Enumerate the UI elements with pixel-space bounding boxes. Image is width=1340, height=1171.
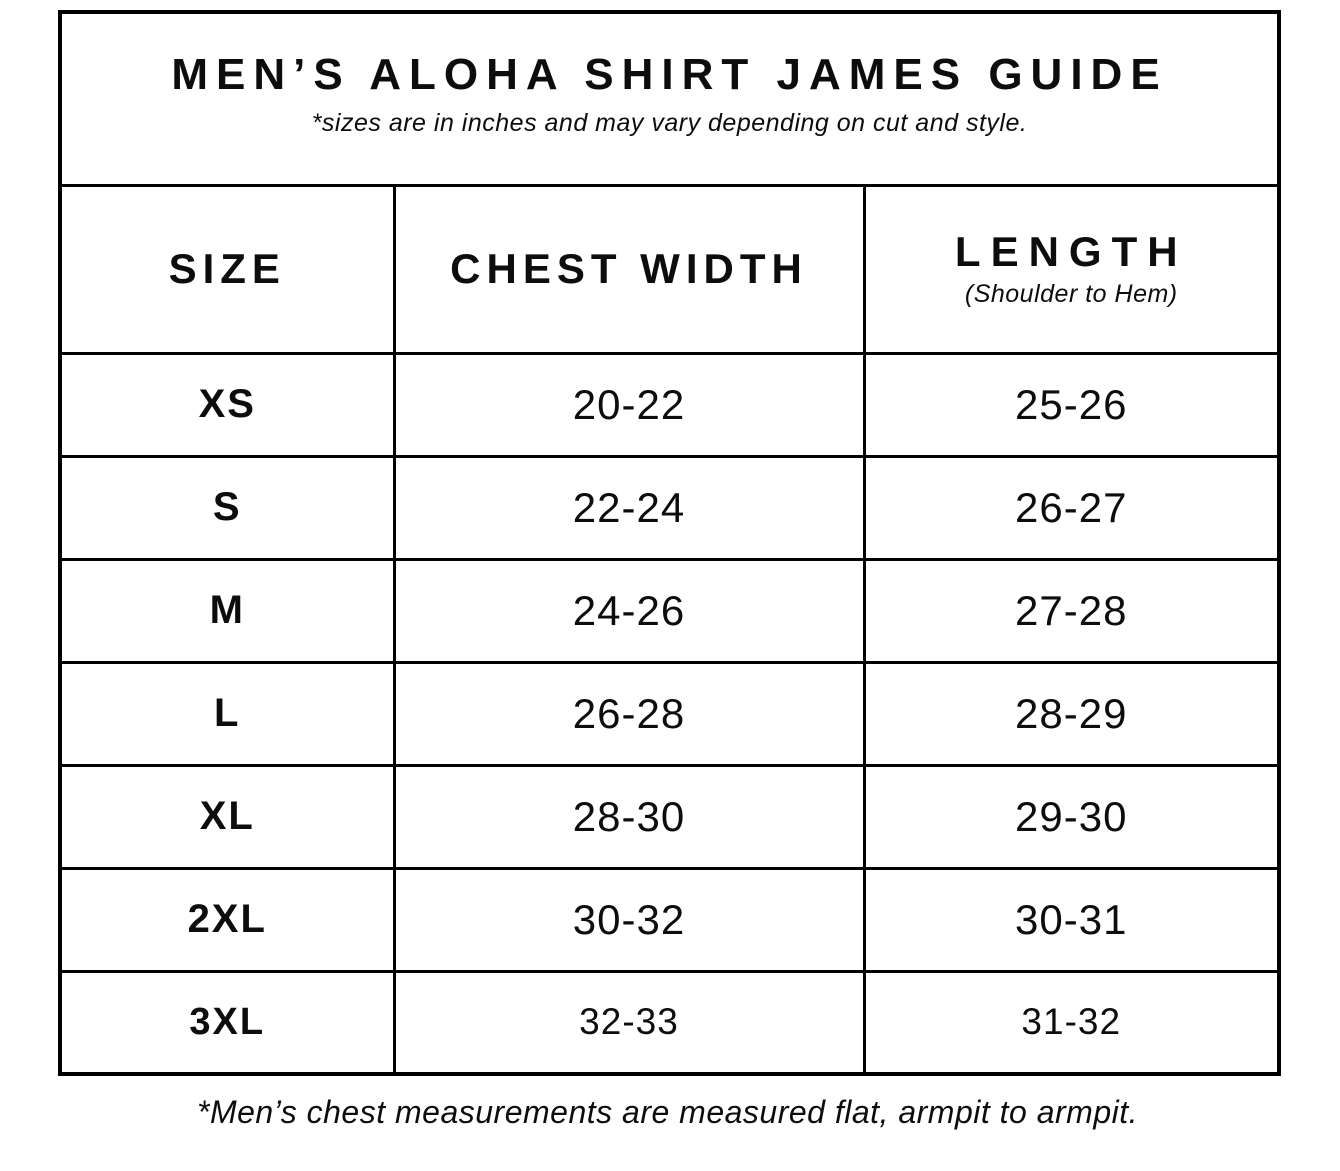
- length-value: 31-32: [862, 969, 1281, 1076]
- chest-width-value: 30-32: [392, 866, 866, 973]
- chest-width-value: 28-30: [392, 763, 866, 870]
- chest-width-value: 20-22: [392, 351, 866, 458]
- table-row-xl: XL 28-30 29-30: [58, 763, 1281, 870]
- size-label: XS: [58, 351, 396, 458]
- column-header-length-sublabel: (Shoulder to Hem): [964, 279, 1178, 308]
- column-header-size-label: SIZE: [168, 244, 286, 292]
- column-header-chest-width: CHEST WIDTH: [392, 183, 866, 355]
- chest-width-value: 24-26: [392, 557, 866, 664]
- footnote: *Men’s chest measurements are measured f…: [197, 1094, 1138, 1130]
- table-row-s: S 22-24 26-27: [58, 454, 1281, 561]
- chest-width-value: 32-33: [392, 969, 866, 1076]
- size-label: 3XL: [58, 969, 396, 1076]
- page-subtitle: *sizes are in inches and may vary depend…: [311, 109, 1028, 138]
- title-row: MEN’S ALOHA SHIRT JAMES GUIDE *sizes are…: [58, 10, 1281, 187]
- size-label: M: [58, 557, 396, 664]
- length-value: 30-31: [862, 866, 1281, 973]
- size-guide-table: MEN’S ALOHA SHIRT JAMES GUIDE *sizes are…: [58, 10, 1281, 1076]
- size-label: L: [58, 660, 396, 767]
- length-value: 26-27: [862, 454, 1281, 561]
- column-header-length: LENGTH (Shoulder to Hem): [862, 183, 1281, 355]
- length-value: 27-28: [862, 557, 1281, 664]
- size-label: S: [58, 454, 396, 561]
- column-header-chest-width-label: CHEST WIDTH: [450, 244, 808, 292]
- table-row-l: L 26-28 28-29: [58, 660, 1281, 767]
- length-value: 29-30: [862, 763, 1281, 870]
- length-value: 25-26: [862, 351, 1281, 458]
- page-title: MEN’S ALOHA SHIRT JAMES GUIDE: [171, 50, 1168, 100]
- table-row-xs: XS 20-22 25-26: [58, 351, 1281, 458]
- table-header-row: SIZE CHEST WIDTH LENGTH (Shoulder to Hem…: [58, 183, 1281, 355]
- table-row-3xl: 3XL 32-33 31-32: [58, 969, 1281, 1076]
- column-header-size: SIZE: [58, 183, 396, 355]
- chest-width-value: 26-28: [392, 660, 866, 767]
- size-label: 2XL: [58, 866, 396, 973]
- length-value: 28-29: [862, 660, 1281, 767]
- table-row-m: M 24-26 27-28: [58, 557, 1281, 664]
- size-label: XL: [58, 763, 396, 870]
- title-cell: MEN’S ALOHA SHIRT JAMES GUIDE *sizes are…: [58, 10, 1281, 187]
- table-row-2xl: 2XL 30-32 30-31: [58, 866, 1281, 973]
- chest-width-value: 22-24: [392, 454, 866, 561]
- column-header-length-label: LENGTH: [954, 228, 1188, 276]
